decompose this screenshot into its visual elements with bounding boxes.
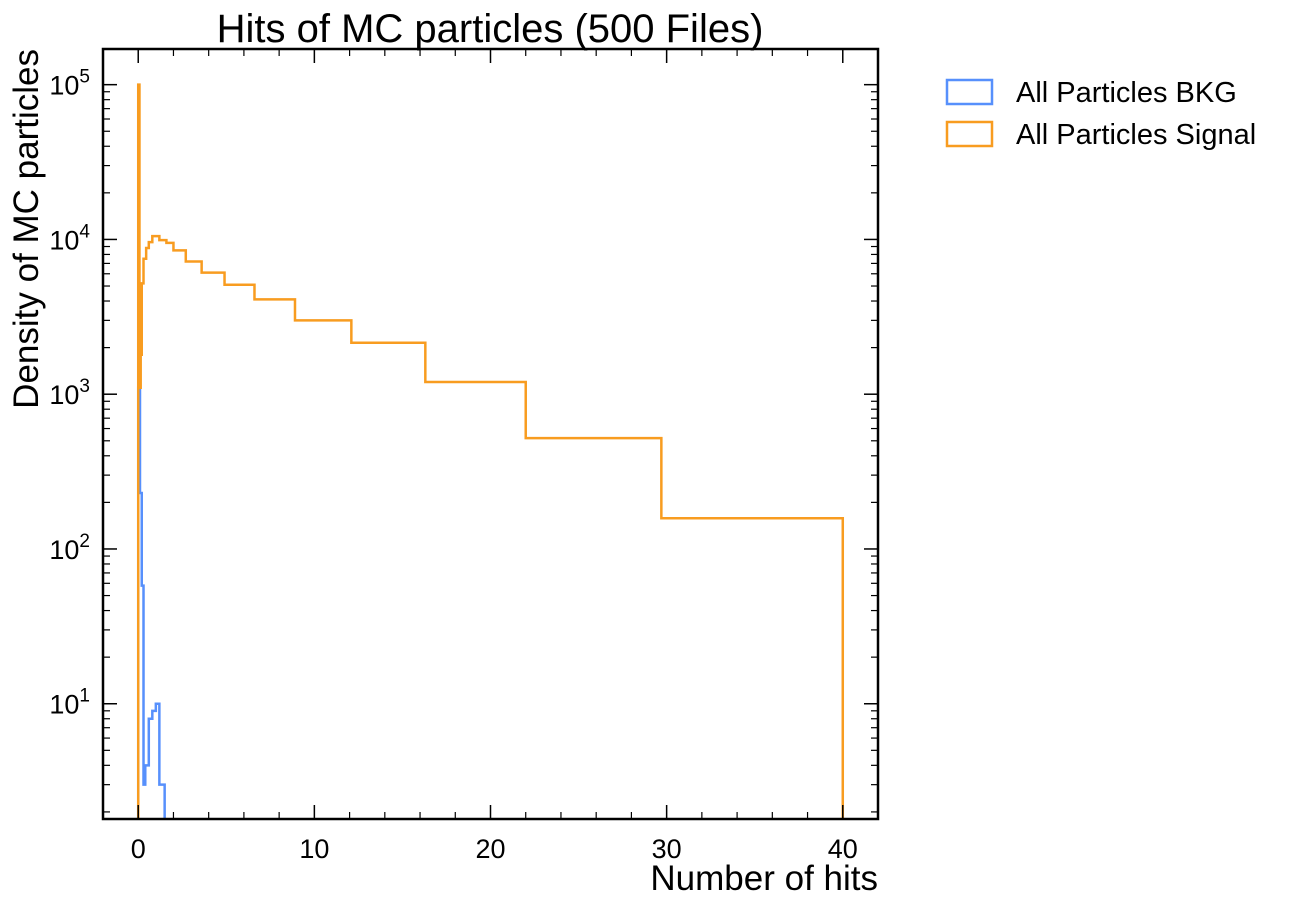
y-tick-label: 104 bbox=[49, 221, 90, 255]
x-tick-label: 20 bbox=[475, 834, 505, 864]
x-tick-label: 10 bbox=[299, 834, 329, 864]
legend-label-1: All Particles Signal bbox=[1016, 119, 1256, 151]
y-tick-label: 102 bbox=[49, 531, 90, 565]
x-tick-label: 40 bbox=[828, 834, 858, 864]
plot-frame bbox=[101, 47, 880, 821]
legend-swatch-1 bbox=[945, 120, 994, 148]
legend: All Particles BKG All Particles Signal bbox=[945, 77, 1256, 151]
y-tick-label: 105 bbox=[49, 67, 90, 101]
chart-title: Hits of MC particles (500 Files) bbox=[217, 7, 764, 51]
series-0-step-line bbox=[136, 386, 166, 819]
x-tick-label: 30 bbox=[652, 834, 682, 864]
major-ticks bbox=[103, 49, 878, 819]
minor-ticks bbox=[103, 49, 878, 819]
legend-swatch-0 bbox=[945, 78, 994, 106]
y-tick-label: 101 bbox=[49, 686, 90, 720]
y-tick-labels: 101 102 103 104 105 bbox=[49, 67, 90, 720]
legend-label-0: All Particles BKG bbox=[1016, 77, 1237, 109]
x-axis-label: Number of hits bbox=[650, 859, 878, 898]
y-axis-label: Density of MC particles bbox=[7, 49, 46, 409]
x-tick-label: 0 bbox=[131, 834, 146, 864]
y-tick-label: 103 bbox=[49, 376, 90, 410]
series-layer bbox=[136, 83, 845, 819]
series-1-step-line bbox=[136, 83, 845, 819]
x-tick-labels: 0 10 20 30 40 bbox=[131, 834, 858, 864]
